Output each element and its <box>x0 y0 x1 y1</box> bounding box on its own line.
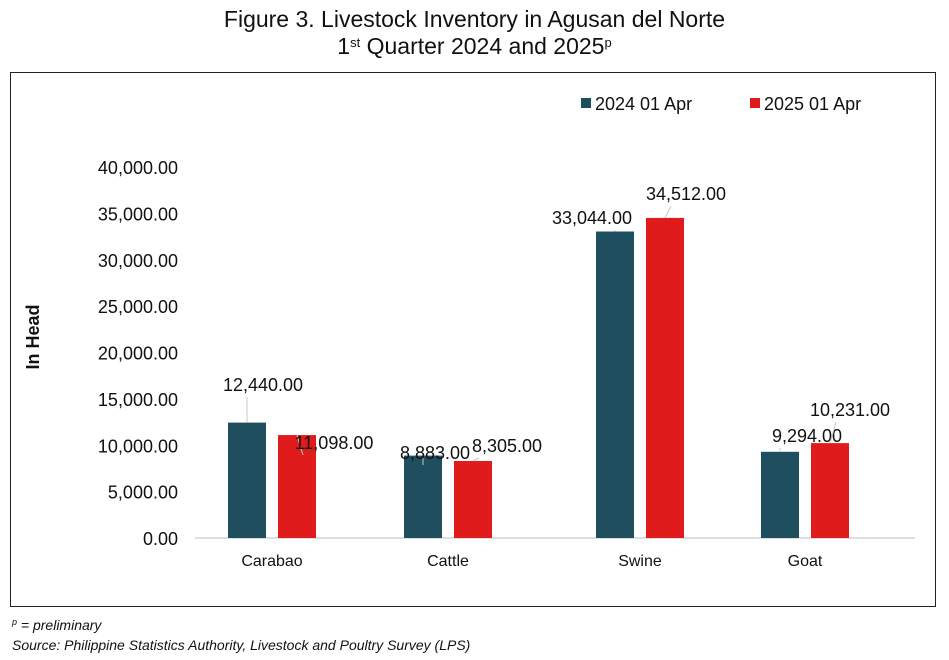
bar <box>404 455 442 538</box>
x-tick-label: Swine <box>618 553 662 570</box>
chart-title: Figure 3. Livestock Inventory in Agusan … <box>223 6 726 32</box>
data-label-leader <box>664 205 672 219</box>
data-label: 9,294.00 <box>772 426 842 446</box>
subtitle-ordinal-suffix: st <box>350 35 361 50</box>
footnote: p = preliminary <box>12 617 101 633</box>
x-tick-label: Carabao <box>241 553 302 570</box>
y-tick-label: 35,000.00 <box>98 204 178 224</box>
data-label-leader <box>296 434 304 456</box>
subtitle-text: Quarter 2024 and 2025 <box>360 33 605 59</box>
bar <box>761 451 799 538</box>
bar <box>228 422 266 538</box>
bar <box>596 231 634 538</box>
y-tick-label: 10,000.00 <box>98 436 178 456</box>
x-tick-label: Goat <box>788 553 823 570</box>
y-tick-label: 5,000.00 <box>108 483 178 503</box>
bar <box>278 435 316 538</box>
y-axis-label: In Head <box>23 304 43 369</box>
bar <box>811 443 849 538</box>
data-label: 8,305.00 <box>472 436 542 456</box>
data-label: 34,512.00 <box>646 184 726 204</box>
x-tick-label: Cattle <box>427 553 469 570</box>
footnote-text: = preliminary <box>17 617 102 633</box>
y-tick-label: 30,000.00 <box>98 251 178 271</box>
data-label-leader <box>472 457 480 462</box>
y-tick-label: 25,000.00 <box>98 297 178 317</box>
legend-label: 2024 01 Apr <box>595 94 692 114</box>
data-label: 11,098.00 <box>295 433 374 453</box>
bar <box>454 460 492 538</box>
data-label: 8,883.00 <box>400 443 470 463</box>
y-tick-label: 15,000.00 <box>98 390 178 410</box>
legend-label: 2025 01 Apr <box>764 94 861 114</box>
data-label: 33,044.00 <box>552 208 632 228</box>
y-tick-label: 0.00 <box>143 529 178 549</box>
y-tick-label: 40,000.00 <box>98 158 178 178</box>
y-tick-label: 20,000.00 <box>98 344 178 364</box>
data-label: 12,440.00 <box>223 375 303 395</box>
source-note: Source: Philippine Statistics Authority,… <box>12 637 471 653</box>
data-label-leader <box>829 421 837 444</box>
subtitle-ordinal: 1 <box>337 33 351 59</box>
chart-subtitle: 1st Quarter 2024 and 2025p <box>0 32 949 60</box>
legend-swatch <box>581 98 591 108</box>
data-label: 10,231.00 <box>810 400 890 420</box>
preliminary-mark: p <box>604 35 612 50</box>
footnote-mark: p <box>12 617 18 627</box>
legend-swatch <box>750 98 760 108</box>
bar <box>646 217 684 539</box>
chart-frame <box>10 72 936 607</box>
